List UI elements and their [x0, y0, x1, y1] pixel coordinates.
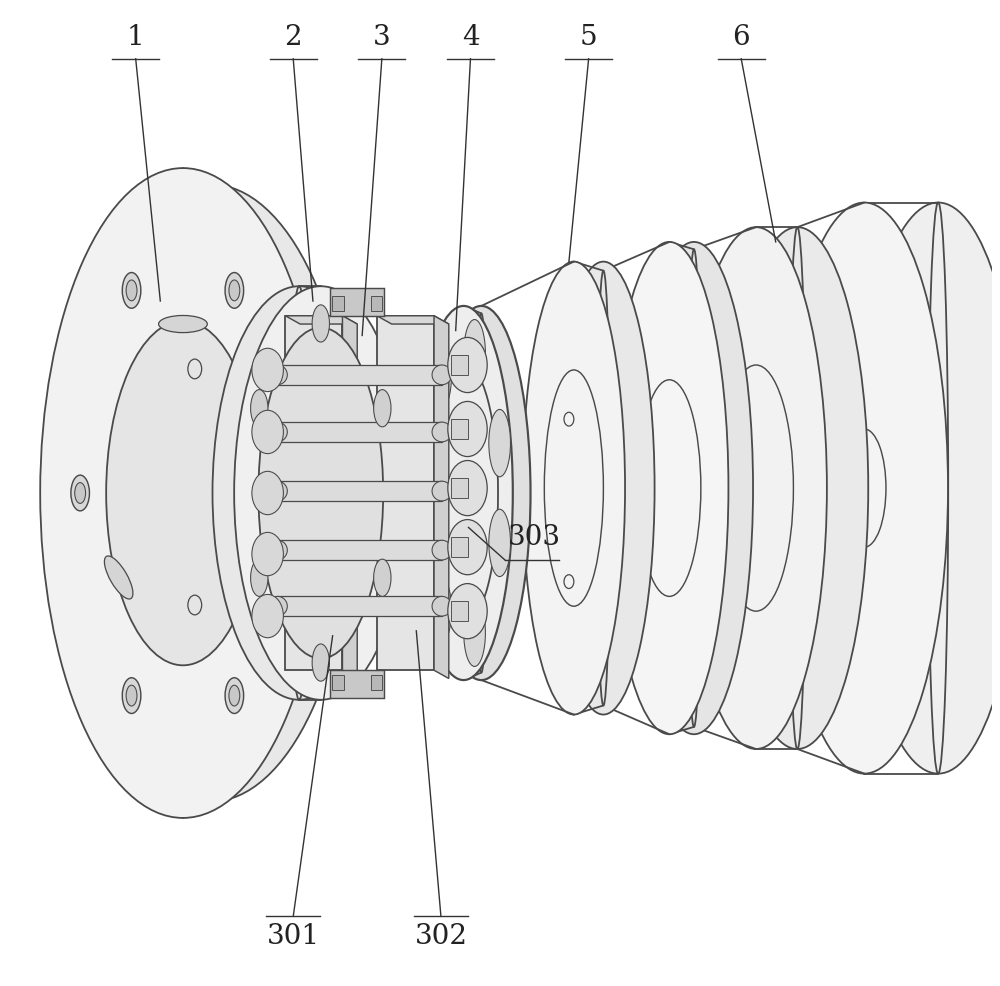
Ellipse shape — [233, 556, 262, 599]
Polygon shape — [277, 422, 442, 442]
Ellipse shape — [432, 481, 452, 501]
Ellipse shape — [268, 540, 287, 560]
Ellipse shape — [610, 242, 728, 735]
Ellipse shape — [122, 677, 141, 714]
Ellipse shape — [134, 334, 287, 652]
Ellipse shape — [489, 509, 510, 577]
Ellipse shape — [374, 559, 391, 597]
Ellipse shape — [268, 481, 287, 501]
Ellipse shape — [432, 422, 452, 442]
Ellipse shape — [68, 184, 353, 802]
Polygon shape — [434, 316, 449, 678]
Text: 1: 1 — [127, 24, 145, 51]
Polygon shape — [277, 365, 442, 385]
Ellipse shape — [40, 168, 326, 818]
Ellipse shape — [126, 685, 137, 706]
Polygon shape — [451, 419, 468, 439]
Ellipse shape — [159, 316, 207, 332]
Polygon shape — [285, 316, 342, 670]
Ellipse shape — [212, 286, 386, 700]
Ellipse shape — [432, 306, 531, 680]
Polygon shape — [451, 478, 468, 498]
Ellipse shape — [268, 365, 287, 385]
Ellipse shape — [225, 272, 244, 309]
Polygon shape — [451, 601, 468, 621]
Ellipse shape — [432, 365, 452, 385]
Polygon shape — [277, 597, 442, 616]
Ellipse shape — [430, 577, 451, 644]
Polygon shape — [377, 316, 434, 670]
Ellipse shape — [252, 532, 283, 576]
Ellipse shape — [464, 319, 485, 387]
Ellipse shape — [414, 306, 513, 680]
Ellipse shape — [312, 644, 329, 681]
Ellipse shape — [448, 584, 487, 639]
Ellipse shape — [229, 685, 240, 706]
Polygon shape — [330, 288, 384, 316]
Text: 6: 6 — [732, 24, 750, 51]
Text: 4: 4 — [462, 24, 479, 51]
Polygon shape — [285, 316, 357, 324]
Polygon shape — [451, 537, 468, 557]
Text: 3: 3 — [373, 24, 391, 51]
Polygon shape — [277, 540, 442, 560]
Polygon shape — [332, 297, 344, 311]
Polygon shape — [371, 297, 382, 311]
Ellipse shape — [280, 482, 291, 504]
Ellipse shape — [414, 459, 436, 527]
Text: 2: 2 — [284, 24, 302, 51]
Ellipse shape — [685, 227, 827, 749]
Ellipse shape — [269, 352, 373, 634]
Ellipse shape — [268, 422, 287, 442]
Ellipse shape — [430, 342, 451, 409]
Ellipse shape — [104, 556, 133, 599]
Ellipse shape — [448, 520, 487, 575]
Ellipse shape — [448, 401, 487, 457]
Ellipse shape — [126, 280, 137, 301]
Polygon shape — [277, 481, 442, 501]
Ellipse shape — [635, 242, 753, 735]
Ellipse shape — [75, 482, 86, 504]
Ellipse shape — [252, 348, 283, 391]
Ellipse shape — [523, 261, 625, 715]
Ellipse shape — [464, 599, 485, 667]
Polygon shape — [451, 355, 468, 375]
Ellipse shape — [432, 597, 452, 616]
Ellipse shape — [781, 202, 948, 774]
Ellipse shape — [234, 286, 407, 700]
Ellipse shape — [252, 410, 283, 454]
Polygon shape — [377, 316, 449, 324]
Polygon shape — [342, 316, 357, 678]
Ellipse shape — [276, 475, 295, 511]
Ellipse shape — [229, 280, 240, 301]
Ellipse shape — [374, 389, 391, 427]
Polygon shape — [330, 670, 384, 698]
Ellipse shape — [258, 327, 383, 659]
Ellipse shape — [225, 677, 244, 714]
Text: 5: 5 — [580, 24, 597, 51]
Polygon shape — [332, 675, 344, 689]
Ellipse shape — [251, 559, 268, 597]
Ellipse shape — [489, 409, 510, 477]
Text: 303: 303 — [508, 525, 561, 551]
Ellipse shape — [448, 337, 487, 392]
Ellipse shape — [312, 305, 329, 342]
Ellipse shape — [854, 202, 1000, 774]
Polygon shape — [371, 675, 382, 689]
Ellipse shape — [726, 227, 868, 749]
Text: 301: 301 — [267, 923, 320, 951]
Ellipse shape — [71, 475, 89, 511]
Ellipse shape — [252, 471, 283, 515]
Ellipse shape — [106, 320, 260, 666]
Ellipse shape — [122, 272, 141, 309]
Ellipse shape — [251, 389, 268, 427]
Text: 302: 302 — [414, 923, 467, 951]
Ellipse shape — [432, 540, 452, 560]
Ellipse shape — [448, 460, 487, 516]
Ellipse shape — [252, 595, 283, 638]
Ellipse shape — [268, 597, 287, 616]
Ellipse shape — [552, 261, 655, 715]
